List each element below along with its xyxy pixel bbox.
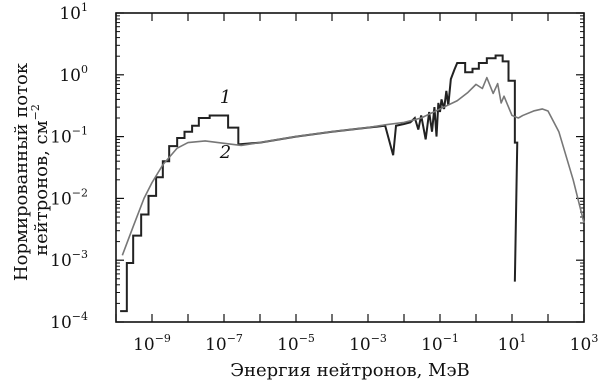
axis-ticks (115, 12, 585, 323)
curve-labels: 12 (219, 87, 231, 163)
y-axis-label: Нормированный поток нейтронов, см−2 (11, 62, 52, 281)
x-tick-label: 10−3 (349, 332, 387, 355)
series-2-smooth-line (121, 76, 585, 256)
y-tick-label: 101 (59, 1, 88, 24)
x-tick-label: 101 (498, 332, 527, 355)
x-tick-label: 10−1 (421, 332, 459, 355)
y-tick-label: 10−2 (50, 186, 88, 209)
y-tick-label: 10−4 (50, 310, 88, 333)
tick-labels: 10−9 10−7 10−5 10−3 10−1 101 103 10−4 10−3 10−2 10… (50, 1, 598, 355)
x-tick-label: 10−9 (133, 332, 171, 355)
x-tick-label: 10−5 (277, 332, 315, 355)
series-group (120, 54, 585, 313)
x-axis-label: Энергия нейтронов, МэВ (230, 360, 470, 381)
y-axis-label-text: нейтронов, см (31, 120, 52, 255)
y-axis-label-exponent: −2 (29, 104, 42, 120)
y-tick-label: 100 (59, 63, 88, 86)
y-tick-label: 10−1 (50, 125, 88, 148)
curve-label-2: 2 (219, 142, 231, 163)
y-axis-label-line2: нейтронов, см−2 (29, 104, 52, 256)
x-tick-label: 103 (570, 332, 599, 355)
series-1-step-line (120, 54, 519, 313)
y-axis-label-line1: Нормированный поток (11, 62, 32, 281)
curve-label-1: 1 (220, 87, 231, 108)
plot-frame (115, 12, 585, 323)
y-tick-label: 10−3 (50, 248, 88, 271)
x-tick-label: 10−7 (205, 332, 243, 355)
